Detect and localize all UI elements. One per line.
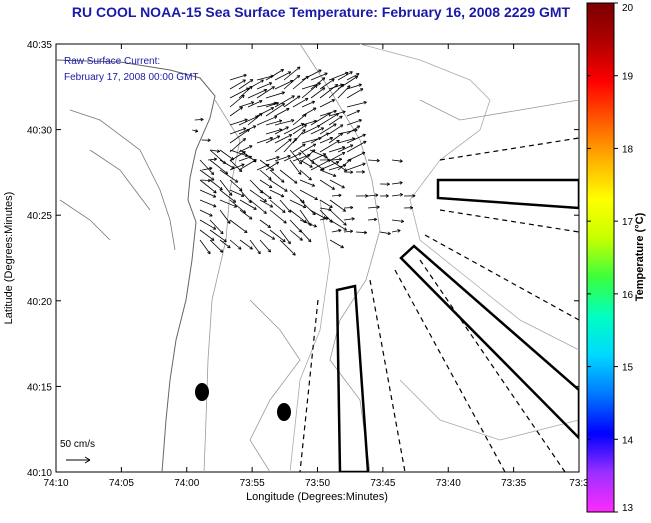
y-tick-label: 40:20 (27, 297, 52, 308)
colorbar-tick-label: 15 (622, 363, 634, 374)
x-tick-label: 73:45 (370, 478, 395, 489)
y-tick-label: 40:25 (27, 211, 52, 222)
x-tick-label: 73:35 (501, 478, 526, 489)
y-tick-label: 40:35 (27, 40, 52, 51)
colorbar-tick-label: 14 (622, 435, 634, 446)
x-tick-label: 73:55 (240, 478, 265, 489)
x-tick-label: 73:3 (569, 478, 589, 489)
colorbar-tick-label: 17 (622, 217, 634, 228)
scale-label: 50 cm/s (60, 439, 95, 450)
x-tick-label: 74:05 (109, 478, 134, 489)
y-tick-label: 40:30 (27, 126, 52, 137)
colorbar-tick-label: 18 (622, 144, 634, 155)
y-tick-label: 40:15 (27, 382, 52, 393)
colorbar-tick-label: 16 (622, 290, 634, 301)
figure-title: RU COOL NOAA-15 Sea Surface Temperature:… (56, 4, 586, 20)
plot-frame (56, 44, 579, 472)
black-ellipse-marker (195, 383, 209, 401)
x-tick-label: 74:10 (43, 478, 68, 489)
x-axis-label: Longitude (Degrees:Minutes) (246, 491, 388, 503)
colorbar-tick-label: 19 (622, 72, 634, 83)
x-tick-label: 73:40 (436, 478, 461, 489)
colorbar-tick-label: 13 (622, 503, 634, 514)
y-axis-label: Latitude (Degrees:Minutes) (3, 192, 15, 325)
x-tick-label: 73:50 (305, 478, 330, 489)
annotation-line1: Raw Surface Current: (64, 56, 160, 67)
colorbar-label: Temperature (°C) (634, 212, 646, 301)
colorbar-tick-label: 20 (622, 3, 634, 14)
annotation-line2: February 17, 2008 00:00 GMT (64, 72, 199, 83)
black-ellipse-marker (277, 403, 291, 421)
y-tick-label: 40:10 (27, 468, 52, 479)
colorbar (587, 3, 614, 512)
x-tick-label: 74:00 (174, 478, 199, 489)
